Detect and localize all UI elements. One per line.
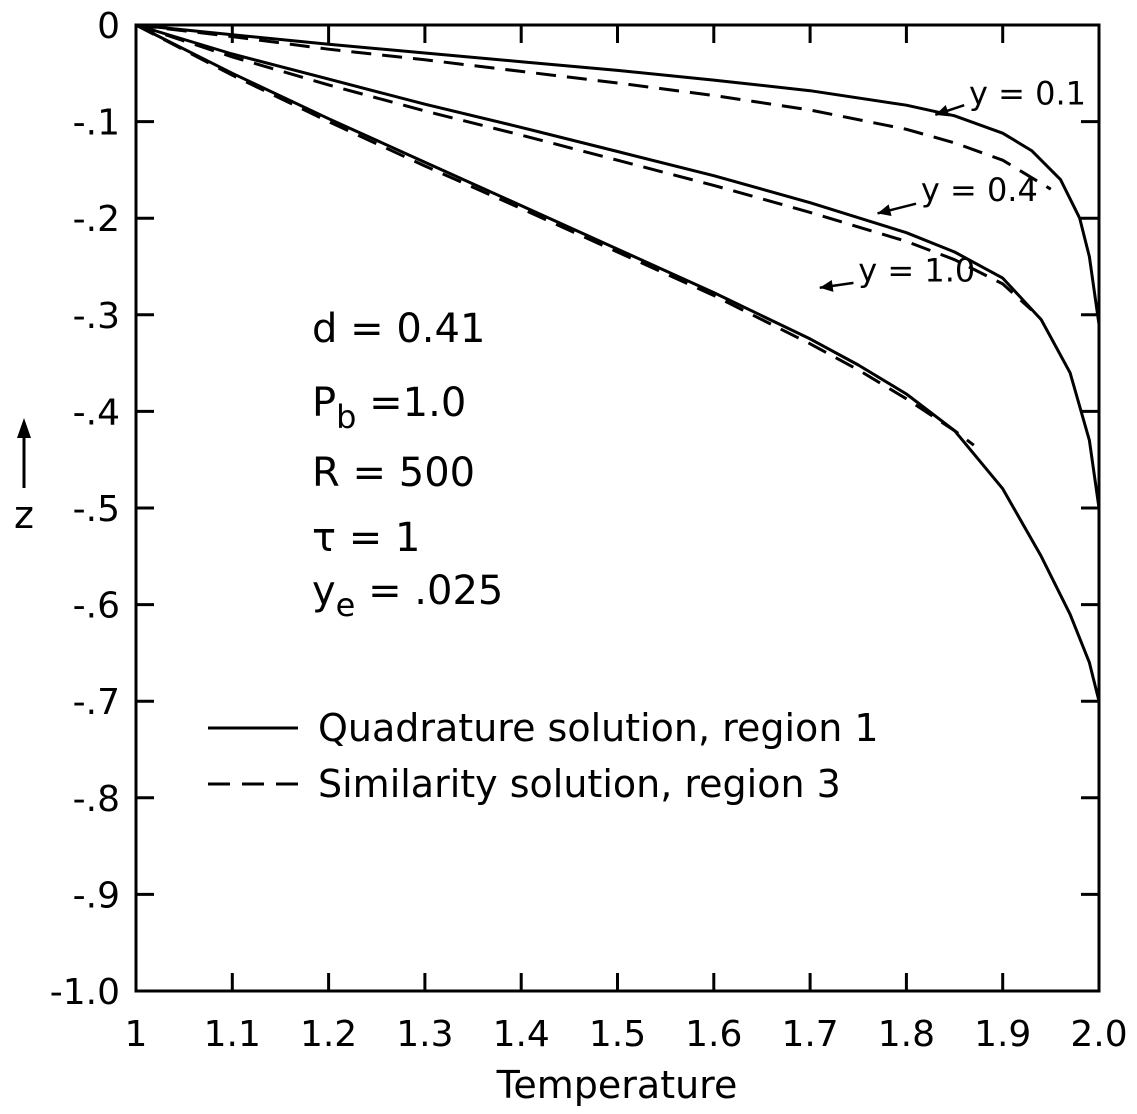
series-line-dashed-yy10 — [135, 23, 975, 447]
x-axis-label: Temperature — [496, 1063, 738, 1107]
parameter-symbol: y — [312, 568, 336, 614]
parameter-value: = 0.41 — [337, 306, 485, 352]
y-tick-label: -.1 — [73, 103, 120, 144]
y-tick-label: 0 — [97, 6, 120, 47]
parameter-symbol: R — [312, 450, 340, 496]
series-line-solid-yy04 — [134, 23, 1101, 510]
x-tick-label: 1.2 — [300, 1014, 357, 1055]
y-tick-label: -.8 — [73, 779, 120, 820]
axis-ticks — [134, 23, 1101, 993]
y-tick-label: -.7 — [73, 682, 120, 723]
legend: Quadrature solution, region 1 Similarity … — [208, 706, 879, 806]
y-tick-label: -.4 — [73, 392, 120, 433]
parameter-symbol: τ — [312, 515, 336, 561]
x-tick-label: 2.0 — [1070, 1014, 1127, 1055]
x-tick-label: 1.1 — [204, 1014, 261, 1055]
curve-label-arrowhead — [935, 105, 950, 117]
parameter-line: τ = 1 — [312, 515, 421, 561]
parameter-line: d = 0.41 — [312, 306, 485, 352]
parameter-line: ye = .025 — [312, 568, 503, 624]
x-tick-label: 1 — [125, 1014, 148, 1055]
curve-label-text: y = 1.0 — [858, 251, 975, 289]
parameter-value: =1.0 — [356, 380, 466, 426]
curve-labels: y = 0.1 y = 0.4 y = 1.0 — [819, 75, 1086, 292]
curve-label-arrowhead — [877, 204, 892, 217]
x-tick-label: 1.8 — [878, 1014, 935, 1055]
x-tick-label: 1.6 — [685, 1014, 742, 1055]
y-tick-label: -1.0 — [50, 972, 120, 1013]
curve-label-text: y = 0.1 — [969, 75, 1086, 113]
x-tick-label: 1.9 — [974, 1014, 1031, 1055]
curve-label-arrowhead — [819, 279, 834, 292]
series-line-solid-yy10 — [134, 23, 1101, 703]
y-tick-label: -.5 — [73, 489, 120, 530]
y-tick-label: -.2 — [73, 199, 120, 240]
x-tick-label: 1.4 — [493, 1014, 550, 1055]
parameter-value: = 1 — [336, 515, 420, 561]
y-axis-label: z — [14, 493, 34, 537]
y-tick-labels: 0 -.1 -.2 -.3 -.4 -.5 -.6 -.7 -.8 -.9 -1.0 — [50, 6, 120, 1013]
parameter-symbol: P — [312, 380, 336, 426]
series-line-solid-yy01 — [134, 23, 1101, 326]
plot-frame — [134, 23, 1101, 993]
series-layer — [134, 23, 1101, 703]
x-tick-label: 1.7 — [781, 1014, 838, 1055]
y-axis-label-group: z — [14, 418, 34, 537]
x-tick-label: 1.3 — [396, 1014, 453, 1055]
legend-label: Quadrature solution, region 1 — [318, 706, 879, 750]
parameter-value: = 500 — [340, 450, 475, 496]
y-tick-label: -.9 — [73, 875, 120, 916]
x-tick-labels: 1 1.1 1.2 1.3 1.4 1.5 1.6 1.7 1.8 1.9 2.0 — [125, 1014, 1128, 1055]
y-tick-label: -.3 — [73, 296, 120, 337]
parameter-subscript: b — [336, 398, 356, 436]
x-tick-label: 1.5 — [589, 1014, 646, 1055]
curve-label-text: y = 0.4 — [921, 171, 1038, 209]
parameter-value: = .025 — [355, 568, 503, 614]
y-tick-label: -.6 — [73, 586, 120, 627]
parameter-symbol: d — [312, 306, 337, 352]
parameter-line: R = 500 — [312, 450, 475, 496]
y-axis-arrow-head — [17, 418, 31, 438]
series-line-dashed-yy01 — [135, 23, 1052, 191]
legend-label: Similarity solution, region 3 — [318, 762, 841, 806]
parameter-subscript: e — [336, 586, 356, 624]
parameter-line: Pb =1.0 — [312, 380, 466, 436]
